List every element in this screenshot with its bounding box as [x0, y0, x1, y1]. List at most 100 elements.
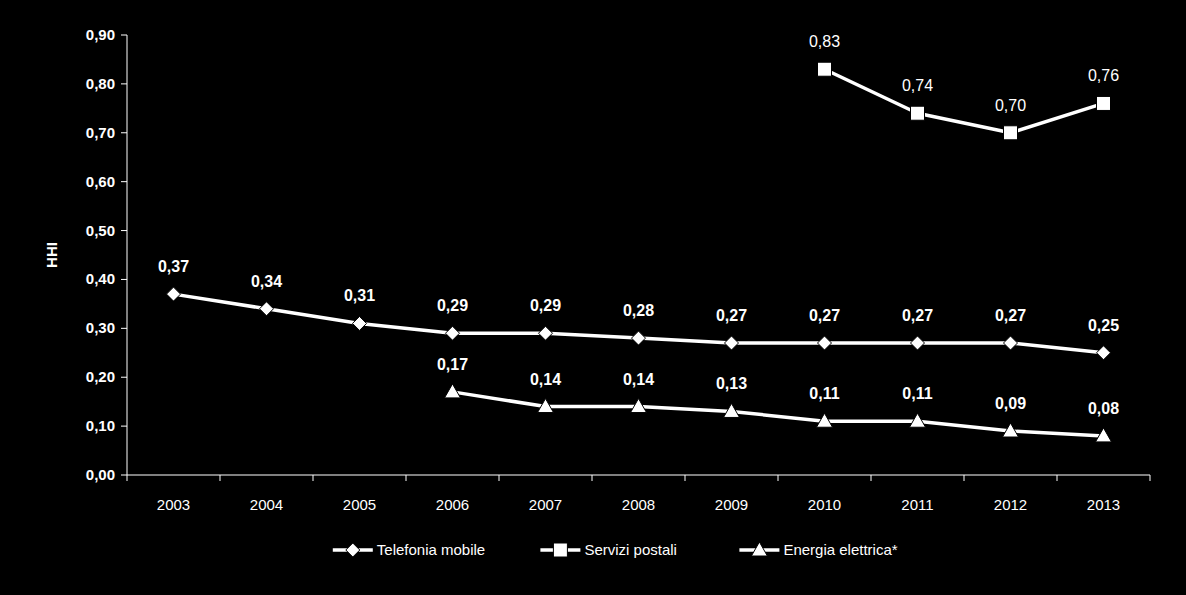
x-tick-label: 2003	[157, 496, 190, 513]
x-tick-label: 2007	[529, 496, 562, 513]
x-tick	[313, 475, 314, 481]
x-tick	[127, 475, 128, 481]
point-marker	[911, 336, 925, 350]
x-tick	[871, 475, 872, 481]
legend: Telefonia mobileServizi postaliEnergia e…	[333, 541, 898, 558]
y-tick-label: 0,00	[86, 466, 115, 483]
x-tick-label: 2011	[901, 496, 933, 513]
point-marker	[1003, 423, 1019, 437]
y-tick	[121, 181, 127, 182]
data-label: 0,31	[344, 287, 375, 304]
point-marker	[724, 403, 740, 417]
legend-label: Servizi postali	[584, 541, 677, 558]
legend-label: Telefonia mobile	[377, 541, 485, 558]
legend-marker	[553, 543, 567, 557]
point-marker	[1004, 126, 1018, 140]
x-tick	[964, 475, 965, 481]
point-marker	[538, 399, 554, 413]
y-tick	[121, 328, 127, 329]
point-marker	[1097, 346, 1111, 360]
y-tick-label: 0,80	[86, 75, 115, 92]
data-label: 0,13	[716, 375, 747, 392]
point-marker	[631, 399, 647, 413]
x-tick	[406, 475, 407, 481]
chart: 0,000,100,200,300,400,500,600,700,800,90…	[0, 0, 1186, 595]
data-label: 0,08	[1088, 400, 1119, 417]
y-tick-label: 0,40	[86, 270, 115, 287]
data-label: 0,37	[158, 258, 189, 275]
y-tick	[121, 279, 127, 280]
y-tick	[121, 377, 127, 378]
x-tick	[1150, 475, 1151, 481]
y-tick-label: 0,90	[86, 26, 115, 43]
data-label: 0,11	[809, 385, 839, 402]
x-tick-label: 2006	[436, 496, 469, 513]
point-marker	[725, 336, 739, 350]
x-axis	[127, 475, 1150, 476]
data-labels: 0,370,340,310,290,290,280,270,270,270,27…	[158, 33, 1119, 417]
data-label: 0,29	[530, 297, 561, 314]
data-label: 0,17	[437, 356, 468, 373]
data-label: 0,28	[623, 302, 654, 319]
x-tick-label: 2008	[622, 496, 655, 513]
data-label: 0,25	[1088, 317, 1119, 334]
point-marker	[910, 413, 926, 427]
x-tick	[499, 475, 500, 481]
x-tick-label: 2005	[343, 496, 376, 513]
data-label: 0,34	[251, 273, 282, 290]
data-label: 0,09	[995, 395, 1026, 412]
background	[0, 0, 1186, 595]
point-marker	[539, 326, 553, 340]
y-axis	[127, 35, 128, 475]
point-marker	[260, 302, 274, 316]
y-tick	[121, 83, 127, 84]
point-marker	[818, 62, 832, 76]
data-label: 0,70	[995, 97, 1026, 114]
x-tick	[592, 475, 593, 481]
y-tick	[121, 35, 127, 36]
data-label: 0,74	[902, 77, 933, 94]
series-line	[453, 392, 1104, 436]
x-tick	[1057, 475, 1058, 481]
y-tick-label: 0,50	[86, 222, 115, 239]
y-tick-label: 0,60	[86, 173, 115, 190]
x-tick	[778, 475, 779, 481]
y-tick-label: 0,70	[86, 124, 115, 141]
legend-marker	[751, 542, 767, 556]
series-line	[825, 69, 1104, 133]
y-axis-label: HHI	[43, 242, 60, 268]
data-label: 0,29	[437, 297, 468, 314]
y-tick-label: 0,30	[86, 319, 115, 336]
x-tick-label: 2012	[994, 496, 1027, 513]
data-label: 0,11	[902, 385, 932, 402]
x-tick-label: 2010	[808, 496, 841, 513]
data-label: 0,27	[716, 307, 747, 324]
x-tick-label: 2004	[250, 496, 283, 513]
point-marker	[445, 384, 461, 398]
y-tick	[121, 230, 127, 231]
plot-area	[167, 62, 1112, 442]
x-tick-label: 2009	[715, 496, 748, 513]
series-line	[174, 294, 1104, 353]
point-marker	[167, 287, 181, 301]
data-label: 0,83	[809, 33, 840, 50]
y-tick	[121, 426, 127, 427]
x-tick-label: 2013	[1087, 496, 1120, 513]
point-marker	[911, 106, 925, 120]
point-marker	[817, 413, 833, 427]
data-label: 0,27	[809, 307, 840, 324]
y-tick	[121, 475, 127, 476]
point-marker	[632, 331, 646, 345]
point-marker	[818, 336, 832, 350]
data-label: 0,27	[995, 307, 1026, 324]
y-tick	[121, 132, 127, 133]
data-label: 0,14	[623, 371, 654, 388]
x-tick	[220, 475, 221, 481]
legend-marker	[346, 543, 360, 557]
point-marker	[1004, 336, 1018, 350]
data-label: 0,76	[1088, 67, 1119, 84]
point-marker	[446, 326, 460, 340]
x-tick	[685, 475, 686, 481]
point-marker	[1096, 428, 1112, 442]
y-tick-label: 0,10	[86, 417, 115, 434]
